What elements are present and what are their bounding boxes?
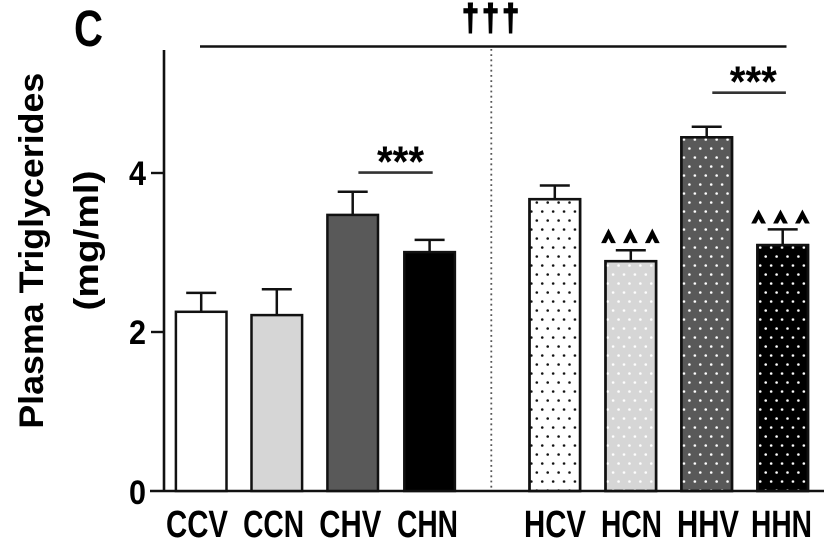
svg-text:CHN: CHN	[397, 504, 458, 546]
svg-text:HHN: HHN	[751, 504, 812, 546]
svg-text:Plasma Triglycerides: Plasma Triglycerides	[13, 73, 51, 429]
svg-text:***: ***	[730, 57, 778, 106]
svg-text:HHV: HHV	[677, 504, 740, 546]
svg-text:2: 2	[129, 314, 146, 352]
svg-text:HCN: HCN	[601, 504, 662, 546]
svg-text:HCV: HCV	[524, 504, 587, 546]
svg-text:***: ***	[377, 137, 425, 186]
svg-text:(mg/ml): (mg/ml)	[68, 171, 106, 311]
svg-text:C: C	[74, 0, 103, 57]
svg-text:CHV: CHV	[319, 504, 382, 546]
svg-text:4: 4	[129, 155, 146, 193]
svg-text:CCV: CCV	[166, 504, 229, 546]
svg-text:CCN: CCN	[243, 504, 304, 546]
svg-text:0: 0	[129, 474, 146, 512]
